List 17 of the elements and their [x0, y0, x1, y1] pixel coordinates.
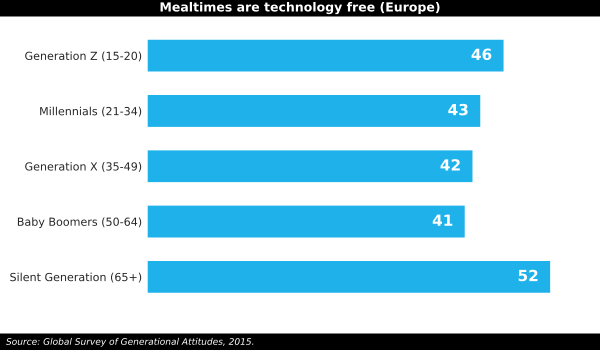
bar	[147, 94, 482, 128]
chart-title: Mealtimes are technology free (Europe)	[160, 2, 440, 14]
data-label: 41	[432, 214, 452, 226]
bar	[147, 148, 474, 184]
y-tick-label: Generation Z (15-20)	[25, 51, 142, 62]
data-label: 43	[448, 104, 468, 116]
bar	[147, 260, 552, 294]
y-tick-label: Millennials (21-34)	[40, 106, 142, 117]
data-label: 46	[472, 48, 492, 60]
bar	[147, 204, 466, 239]
data-label: 42	[440, 159, 460, 170]
bar	[147, 38, 505, 73]
data-label: 52	[518, 270, 538, 282]
y-tick-label: Generation X (35-49)	[25, 162, 142, 172]
y-tick-label: Baby Boomers (50-64)	[18, 217, 142, 228]
source-note: Source: Global Survey of Generational Attitudes, 2015.	[6, 338, 254, 347]
y-tick-label: Silent Generation (65+)	[10, 272, 142, 283]
